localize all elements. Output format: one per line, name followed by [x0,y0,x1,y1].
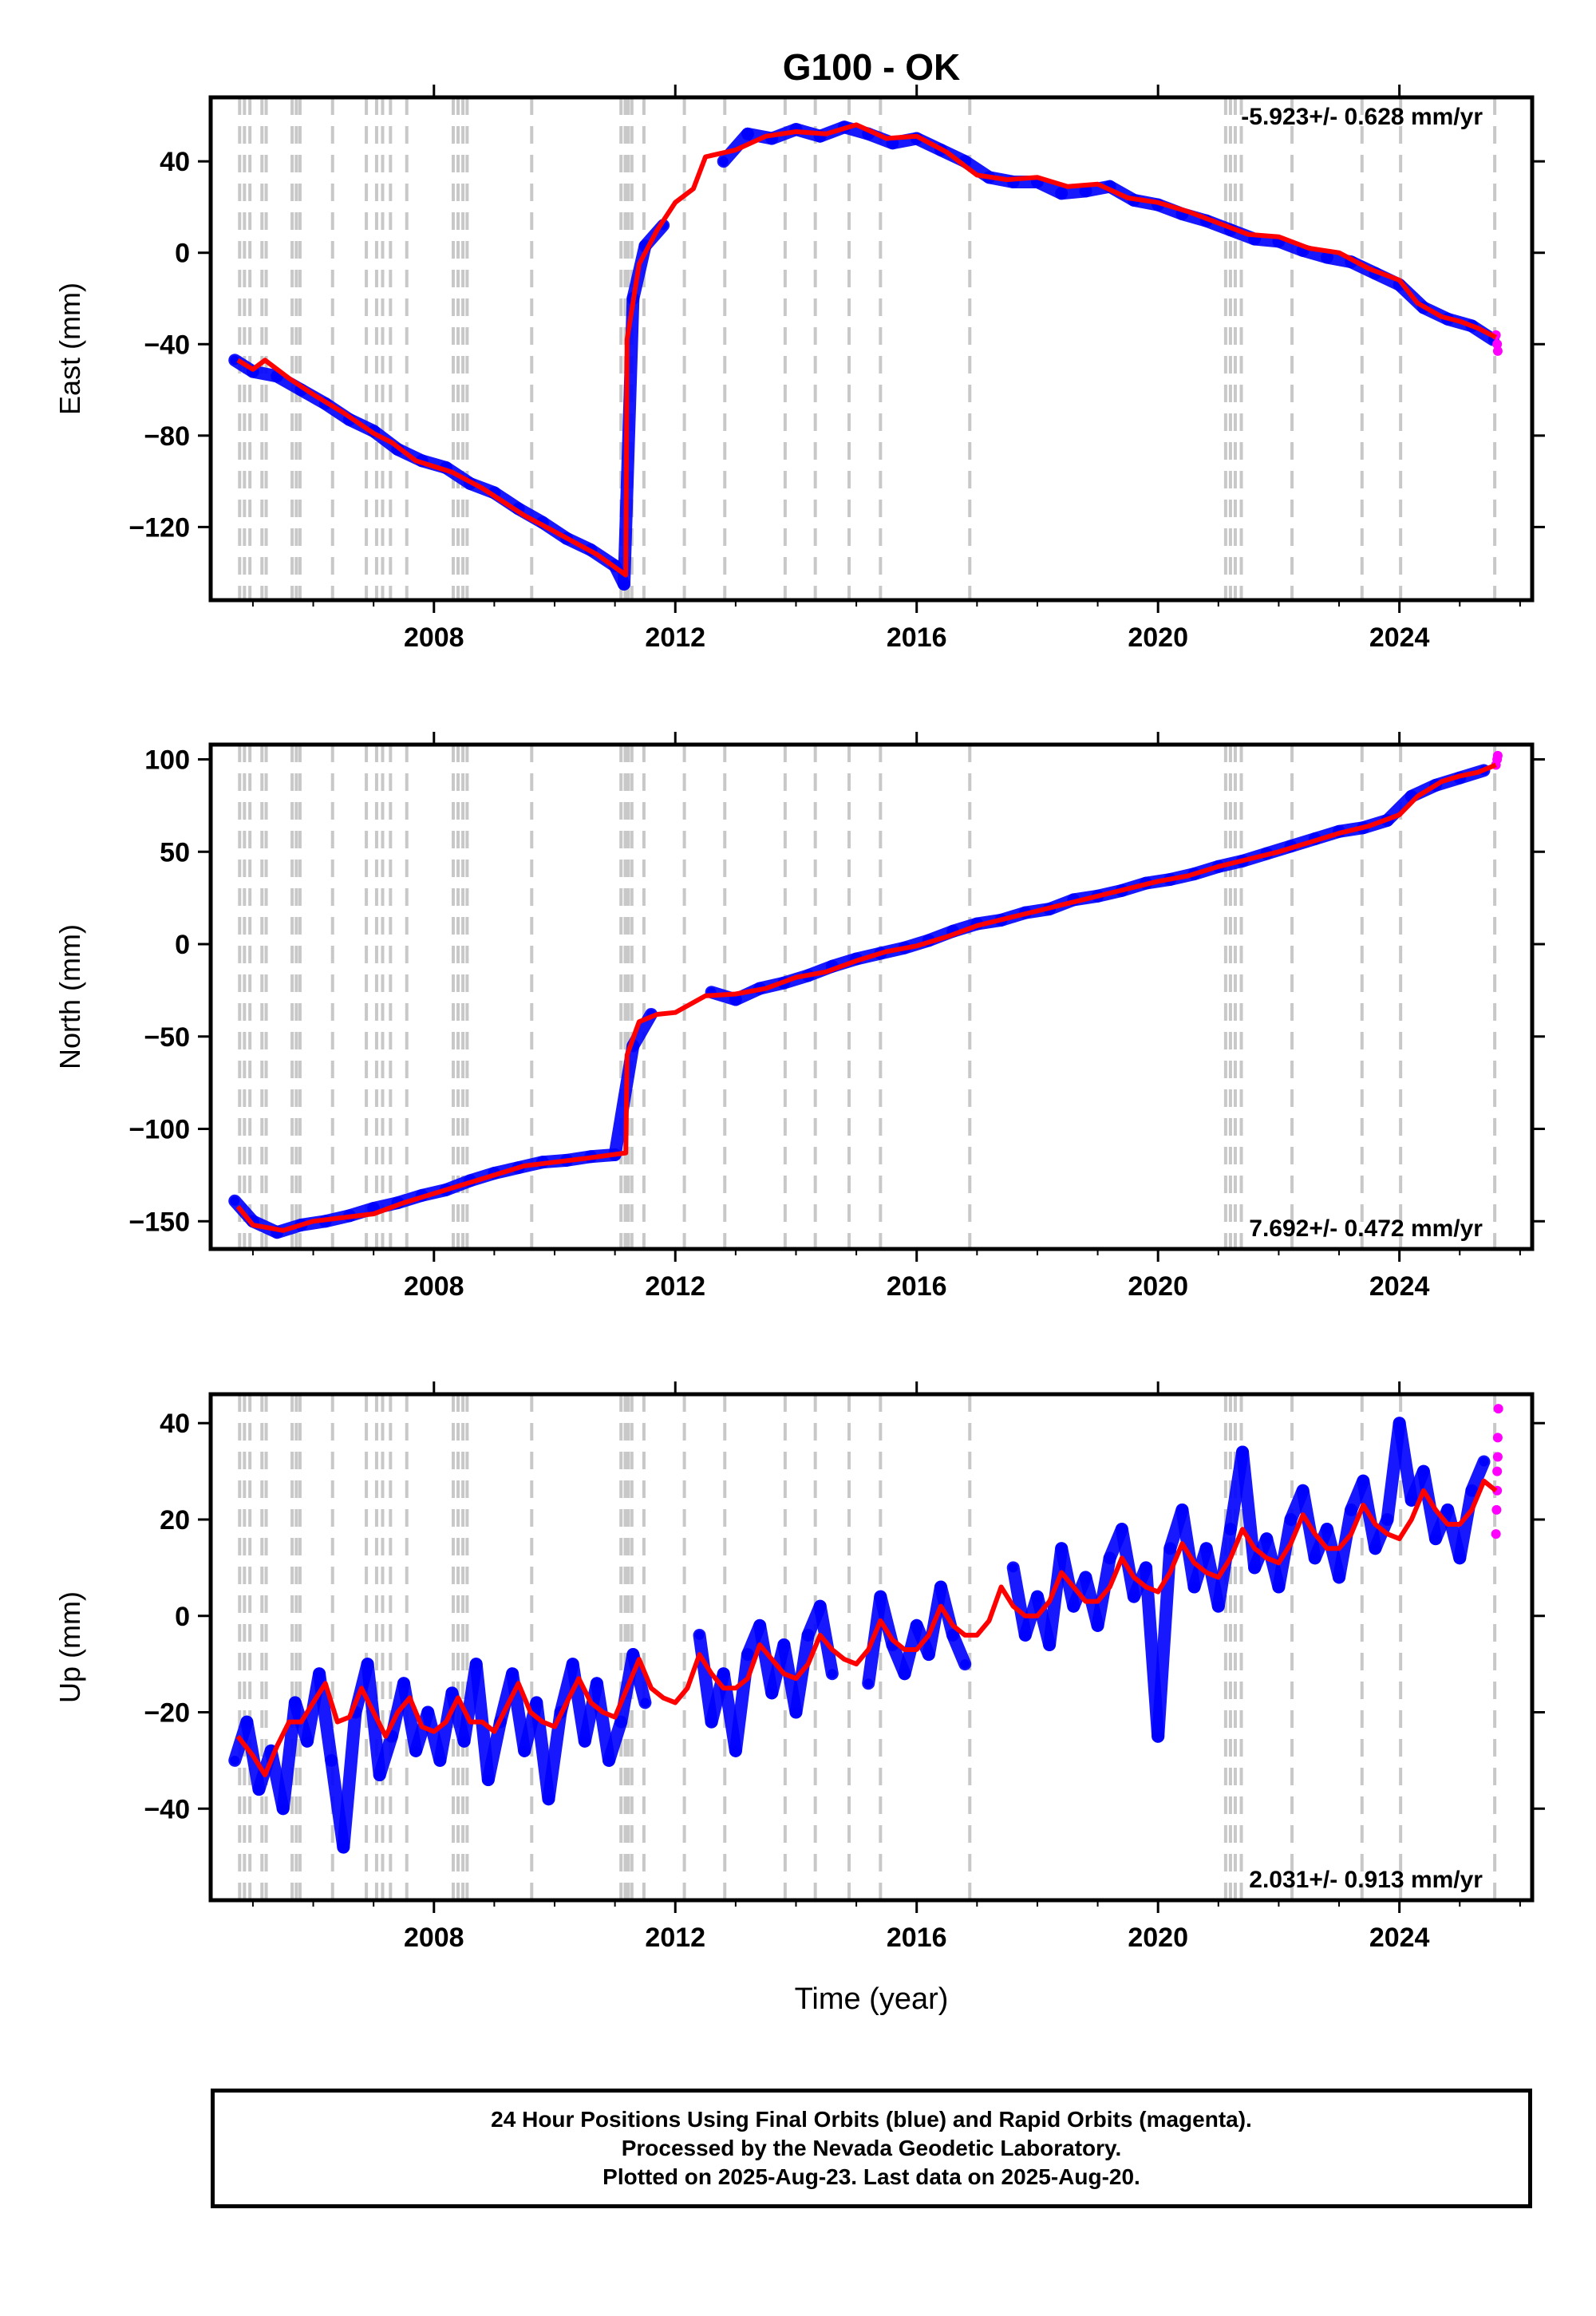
rapid-orbit-point [1493,1404,1503,1414]
model-line [235,1478,1498,1777]
rapid-orbit-point [1491,1529,1501,1539]
final-orbit-band [729,1648,754,1757]
x-tick-label: 2020 [1128,1923,1188,1953]
y-tick-label: 50 [160,837,190,868]
up-panel: 2008 2012 2016 2020 2024 −40 −20 0 20 40 Up (mm) Ti… [53,1381,1545,2016]
y-tick-label: 40 [160,1409,190,1439]
plot-area [228,97,1503,600]
rapid-orbit-point [1492,1452,1503,1462]
y-tick-label: −80 [144,421,190,452]
x-tick-label: 2020 [1128,1271,1188,1302]
plot-area [228,745,1503,1249]
y-tick-label: 0 [175,239,190,269]
final-orbit-band [481,1715,507,1787]
x-tick-label: 2008 [404,1271,464,1302]
final-orbit-band [1453,1484,1479,1565]
x-tick-label: 2024 [1369,622,1430,653]
plot-frame [208,742,1535,1251]
x-tick-label: 2012 [645,1271,705,1302]
y-tick-label: −120 [128,512,190,543]
east-panel: 2008 2012 2016 2020 2024 −120 −80 −40 0 40 East (m… [53,85,1545,653]
final-orbit-band [1236,1445,1262,1575]
footer-line-processed: Processed by the Nevada Geodetic Laborat… [621,2136,1122,2160]
final-orbit-band [373,1729,398,1782]
x-tick-label: 2024 [1369,1923,1430,1953]
y-tick-label: 20 [160,1505,190,1535]
final-orbit-band [934,1580,960,1642]
rate-label: 7.692+/- 0.472 mm/yr [1249,1215,1483,1242]
rate-label: -5.923+/- 0.628 mm/yr [1241,104,1483,130]
north-panel: 2008 2012 2016 2020 2024 −150 −100 −50 0 50 100 Nor… [53,732,1545,1302]
y-tick-label: −150 [128,1207,190,1237]
model-line [236,122,1497,578]
final-orbit-band [608,1039,640,1161]
rapid-orbit-point [1491,1504,1502,1515]
y-axis-label: East (mm) [53,283,86,415]
y-tick-label: −40 [144,330,190,360]
chart-title: G100 - OK [783,46,960,88]
y-tick-label: 0 [175,930,190,960]
y-tick-label: 100 [144,745,190,776]
y-tick-label: −20 [144,1698,190,1729]
rapid-orbit-point [1492,750,1503,761]
y-tick-label: 40 [160,147,190,177]
final-orbit-band [337,1705,362,1854]
y-tick-label: −50 [144,1022,190,1053]
x-tick-label: 2024 [1369,1271,1430,1302]
footer-line-plotted: Plotted on 2025-Aug-23. Last data on 202… [602,2164,1140,2189]
x-tick-label: 2012 [645,1923,705,1953]
x-tick-label: 2008 [404,1923,464,1953]
y-tick-label: −100 [128,1115,190,1145]
final-orbit-band [542,1705,567,1806]
y-tick-label: −40 [144,1794,190,1824]
plot-frame [208,1392,1535,1903]
x-tick-label: 2016 [887,622,947,653]
final-orbit-band [1465,1455,1491,1497]
rapid-orbit-point [1492,1433,1503,1443]
x-tick-label: 2012 [645,622,705,653]
x-axis-label: Time (year) [795,1982,949,2016]
rate-label: 2.031+/- 0.913 mm/yr [1249,1867,1483,1893]
x-tick-label: 2008 [404,622,464,653]
plot-frame [208,95,1535,603]
footer-line-orbits: 24 Hour Positions Using Final Orbits (bl… [491,2107,1252,2132]
final-orbit-band [361,1658,386,1782]
final-orbit-band [276,1696,302,1816]
x-tick-label: 2016 [887,1923,947,1953]
y-tick-label: 0 [175,1602,190,1632]
y-axis-label: North (mm) [53,924,86,1069]
x-tick-label: 2020 [1128,622,1188,653]
final-orbit-band [602,1715,628,1767]
footer-box: 24 Hour Positions Using Final Orbits (bl… [211,2089,1532,2208]
plot-area [228,1394,1503,1900]
rapid-orbit-point [1492,1466,1503,1476]
final-orbit-band [626,1648,652,1709]
model-line [235,762,1497,1233]
rapid-orbit-point [1492,339,1503,350]
y-axis-label: Up (mm) [53,1591,86,1703]
final-orbit-band [946,1628,972,1671]
x-tick-label: 2016 [887,1271,947,1302]
rapid-orbit-point [1492,346,1503,356]
final-orbit-band [1393,1417,1418,1507]
